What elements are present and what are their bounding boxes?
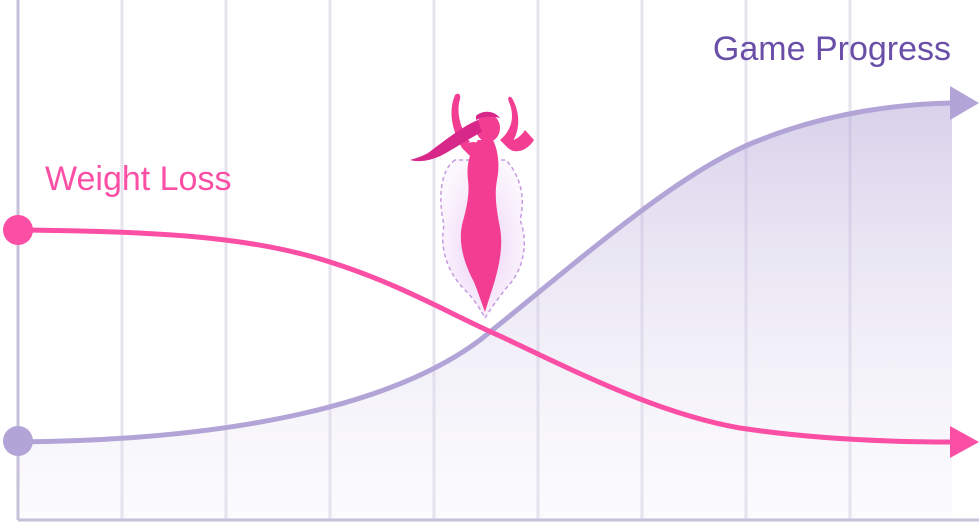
weight-loss-line <box>15 227 955 445</box>
weight-loss-label: Weight Loss <box>45 160 232 198</box>
weight-loss-arrowhead-icon <box>950 426 979 458</box>
weight-loss-start-marker <box>3 215 33 245</box>
woman-silhouette-icon <box>410 93 534 320</box>
game-progress-line <box>15 100 955 445</box>
game-progress-arrowhead-icon <box>950 86 979 120</box>
game-progress-label: Game Progress <box>712 30 951 68</box>
game-progress-area <box>18 103 952 520</box>
game-progress-start-marker <box>3 426 33 456</box>
